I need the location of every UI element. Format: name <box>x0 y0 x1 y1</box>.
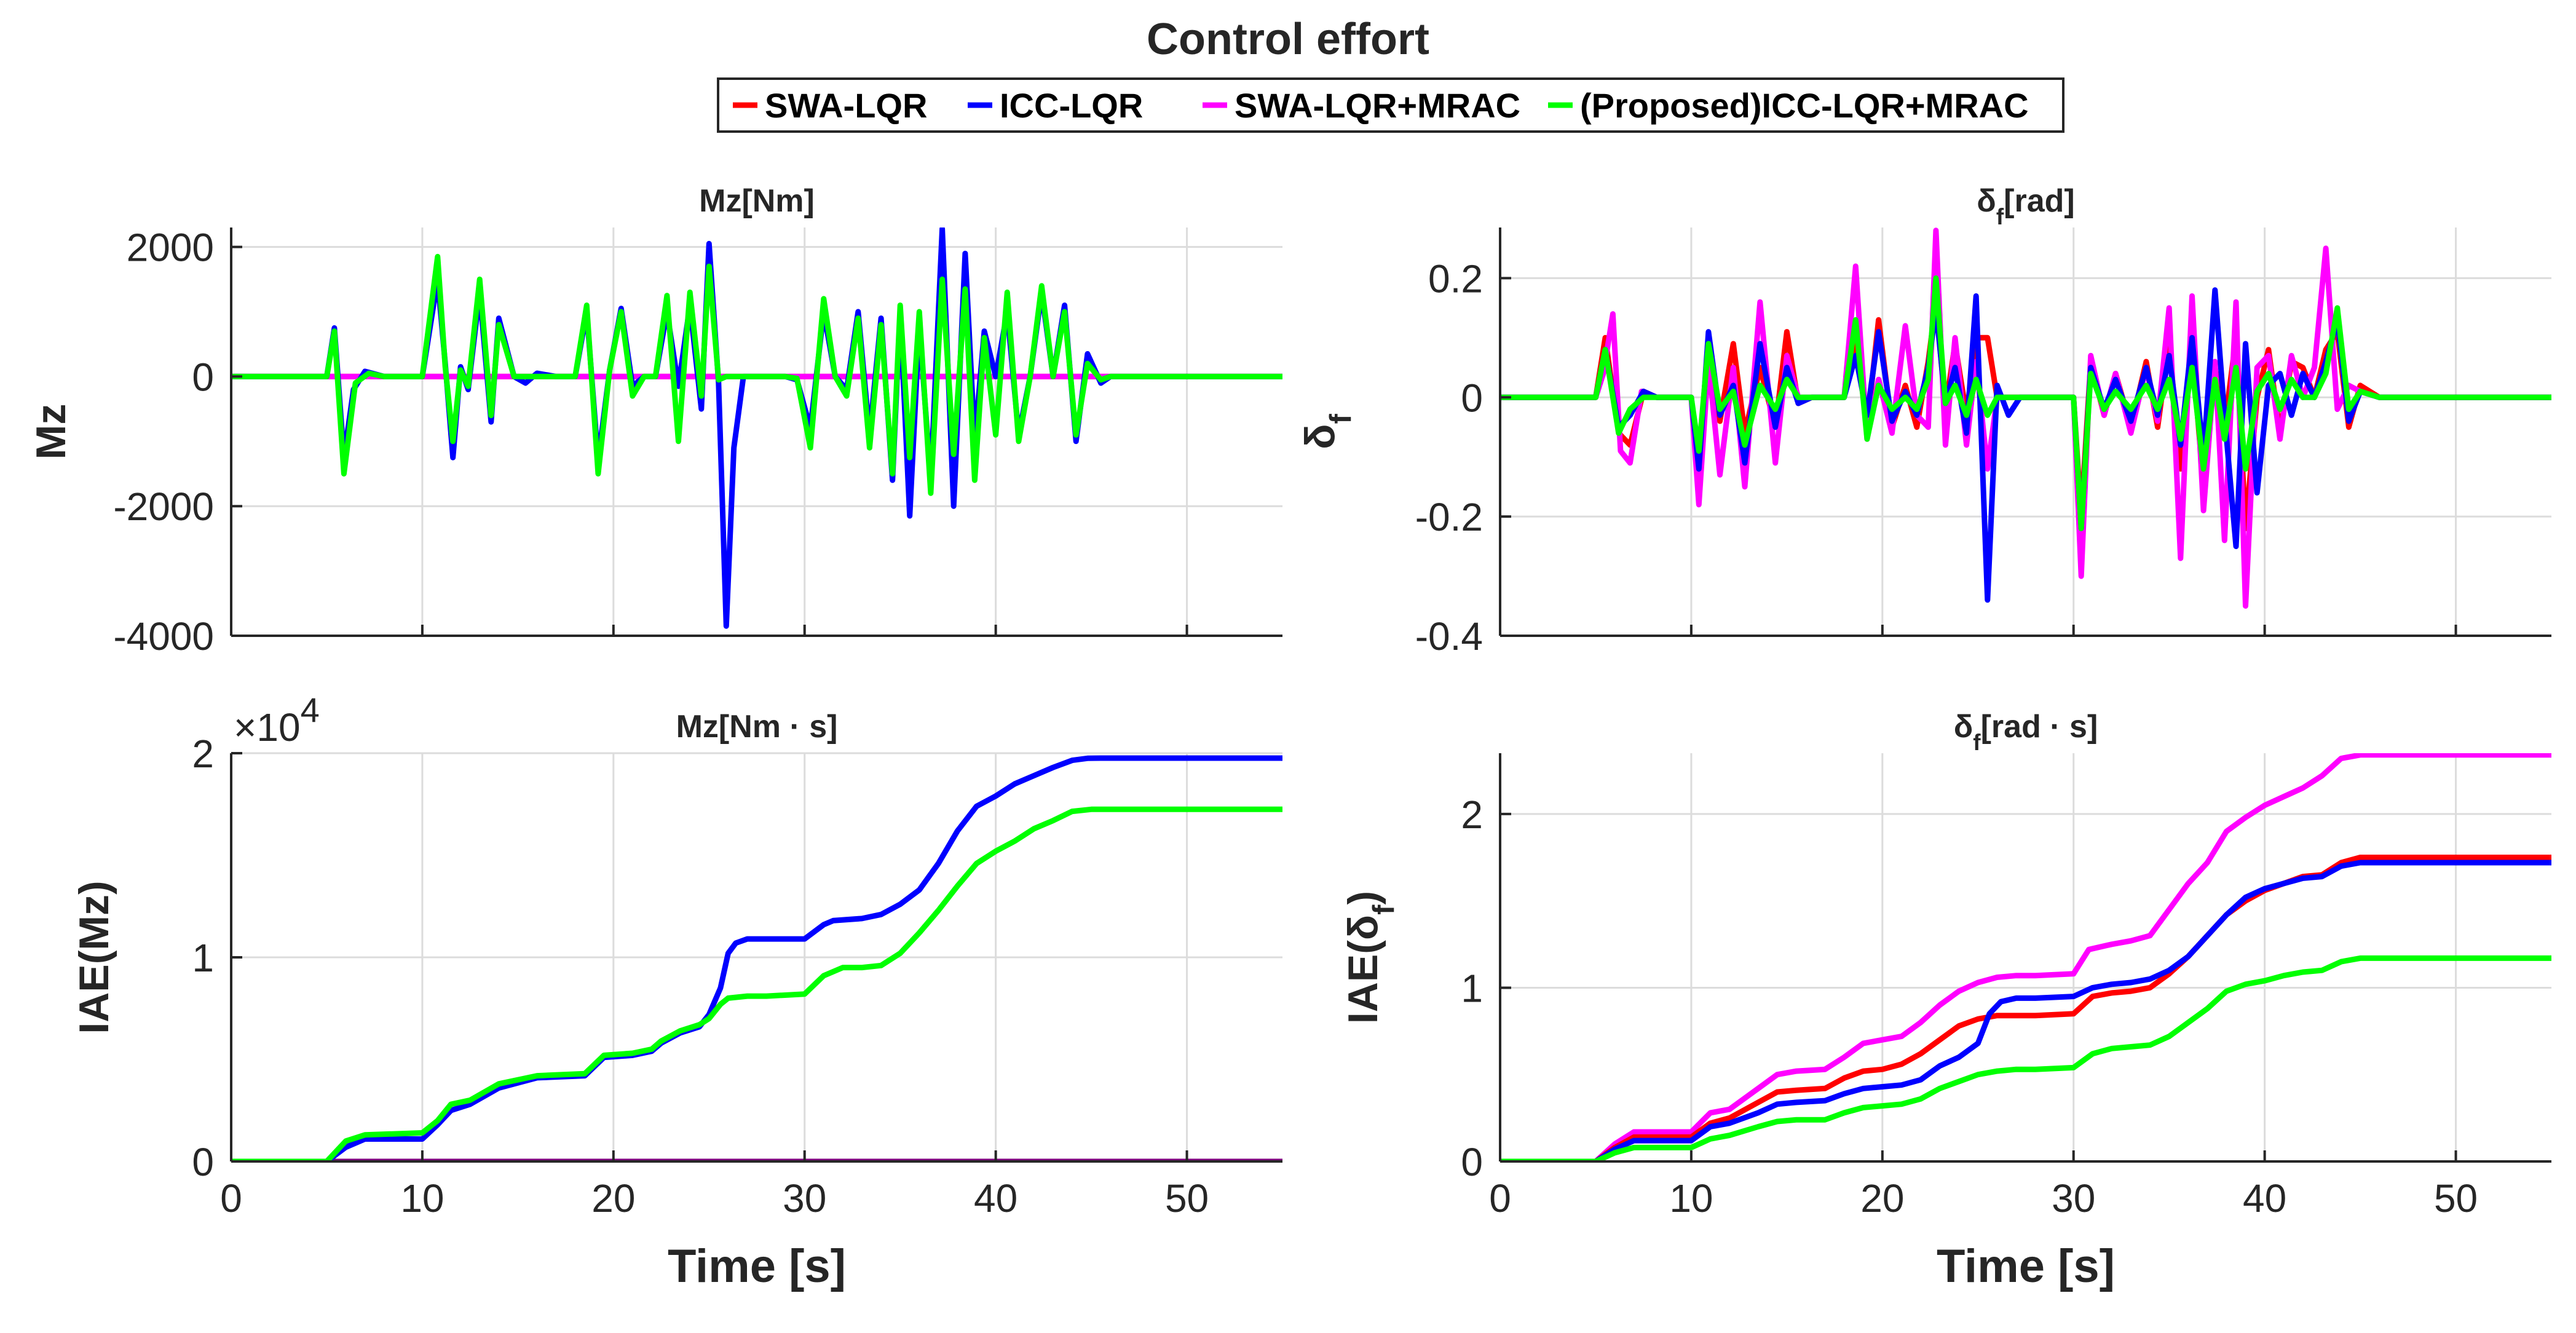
x-tick-label: 10 <box>1669 1176 1713 1220</box>
x-tick-label: 10 <box>400 1176 444 1220</box>
series-line <box>1500 299 2551 531</box>
series-line <box>1500 955 2551 1161</box>
series-group <box>1500 227 2551 609</box>
legend-box <box>717 77 2064 133</box>
y-tick-label: 2 <box>192 732 214 776</box>
series-line <box>231 253 1282 496</box>
series-line <box>1500 860 2551 1161</box>
series-line <box>231 227 1282 629</box>
y-tick-label: -4000 <box>113 614 214 659</box>
y-tick-label: -2000 <box>113 485 214 529</box>
subplot-title: Mz[Nm · s] <box>676 709 838 745</box>
x-axis-label: Time [s] <box>1937 1240 2115 1292</box>
series-line <box>1500 275 2551 531</box>
y-tick-label: -0.4 <box>1415 614 1483 659</box>
y-axis-label: δf <box>1297 414 1357 449</box>
legend-label: (Proposed)ICC-LQR+MRAC <box>1580 86 2029 125</box>
x-tick-label: 30 <box>783 1176 826 1220</box>
axis-exponent: ×104 <box>234 690 320 750</box>
y-axis-label: Mz <box>28 404 74 460</box>
y-axis-label: IAE(Mz) <box>71 880 117 1034</box>
series-line <box>1500 227 2551 609</box>
legend-label: SWA-LQR+MRAC <box>1235 86 1520 125</box>
series-line <box>1500 855 2551 1161</box>
x-tick-label: 30 <box>2052 1176 2095 1220</box>
legend: SWA-LQR ICC-LQR SWA-LQR+MRAC (Proposed)ICC-… <box>717 77 2064 133</box>
x-tick-label: 20 <box>591 1176 635 1220</box>
y-tick-label: 2 <box>1461 793 1483 837</box>
series-line <box>231 755 1282 1161</box>
plot-panels: -4000-200002000Mz[Nm]Mz-0.4-0.200.2δf[ra… <box>28 183 2551 1292</box>
x-tick-label: 50 <box>1165 1176 1209 1220</box>
series-group <box>231 227 1282 629</box>
series-line <box>231 806 1282 1161</box>
series-group <box>1500 753 2551 1161</box>
x-tick-label: 40 <box>974 1176 1017 1220</box>
y-tick-label: 0 <box>192 355 214 399</box>
series-line <box>1500 753 2551 1161</box>
subplot-title: δf[rad] <box>1977 183 2074 229</box>
legend-label: SWA-LQR <box>765 86 927 125</box>
y-tick-label: -0.2 <box>1415 495 1483 539</box>
y-axis-label: IAE(δf) <box>1340 891 1401 1024</box>
y-tick-label: 1 <box>192 936 214 980</box>
y-tick-label: 2000 <box>127 226 214 270</box>
legend-label: ICC-LQR <box>1000 86 1143 125</box>
x-tick-label: 50 <box>2434 1176 2478 1220</box>
x-tick-label: 40 <box>2243 1176 2286 1220</box>
panel-iae_df: 0 10 20 30 40 50 0 1 2 δf[rad · s] IAE(δf) Time [s] <box>1340 709 2551 1292</box>
y-tick-label: 0.2 <box>1428 256 1483 301</box>
y-tick-label: 1 <box>1461 966 1483 1010</box>
x-tick-label: 0 <box>1489 1176 1511 1220</box>
x-tick-label: 0 <box>220 1176 242 1220</box>
series-group <box>231 755 1282 1161</box>
subplot-title: Mz[Nm] <box>699 183 815 219</box>
panel-mz: -4000 -2000 0 2000 Mz[Nm] Mz <box>28 183 1282 659</box>
figure-title: Control effort <box>1147 15 1429 64</box>
y-tick-label: 0 <box>1461 376 1483 420</box>
y-tick-label: 0 <box>192 1140 214 1184</box>
panel-iae_mz: 0 10 20 30 40 50 0 1 2 ×104 Mz[Nm · s] IAE(Mz) Time … <box>71 690 1282 1292</box>
panel-df: -0.4 -0.2 0 0.2 δf[rad] δf <box>1297 183 2551 659</box>
x-axis-label: Time [s] <box>668 1240 846 1292</box>
subplot-title: δf[rad · s] <box>1954 709 2098 755</box>
y-tick-label: 0 <box>1461 1140 1483 1184</box>
x-tick-label: 20 <box>1860 1176 1904 1220</box>
series-line <box>1500 287 2551 603</box>
